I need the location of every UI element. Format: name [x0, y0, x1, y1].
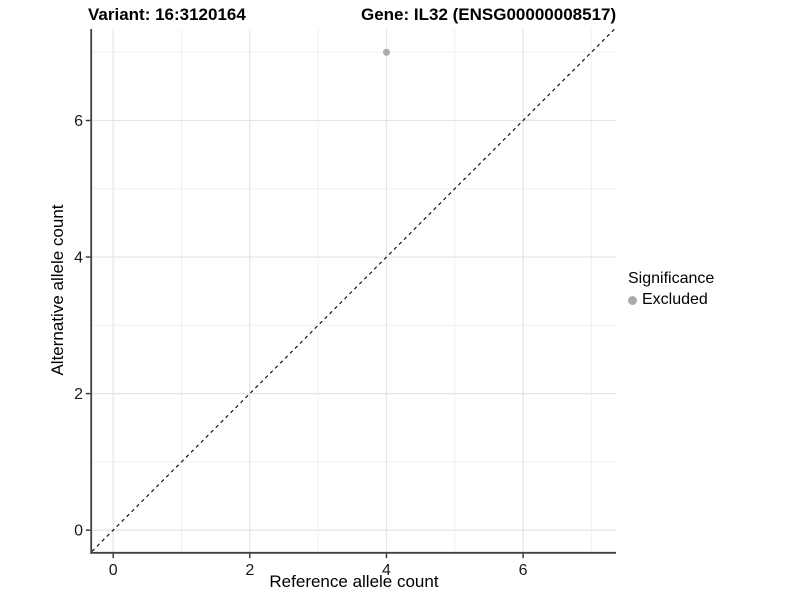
plot-title-variant: Variant: 16:3120164 [88, 5, 246, 24]
x-tick-label: 4 [382, 562, 391, 579]
legend: Significance Excluded [628, 270, 714, 309]
x-tick-label: 6 [519, 562, 528, 579]
y-axis-title: Alternative allele count [48, 204, 67, 376]
identity-reference-line [91, 28, 616, 552]
y-tick-label: 4 [74, 250, 83, 267]
y-tick-label: 2 [74, 386, 83, 403]
x-tick-label: 2 [245, 562, 254, 579]
y-tick-label: 0 [74, 523, 83, 540]
legend-item: Excluded [628, 291, 714, 309]
data-point [382, 48, 390, 56]
legend-title: Significance [628, 270, 715, 287]
legend-item-label: Excluded [642, 291, 708, 308]
plot-title-gene: Gene: IL32 (ENSG00000008517) [361, 5, 617, 24]
x-tick-label: 0 [109, 562, 118, 579]
y-tick-label: 6 [74, 113, 83, 130]
x-axis-title: Reference allele count [269, 572, 439, 591]
plot-panel: 0 2 4 6 0 2 4 6 [74, 28, 616, 579]
legend-key-dot [628, 295, 637, 305]
